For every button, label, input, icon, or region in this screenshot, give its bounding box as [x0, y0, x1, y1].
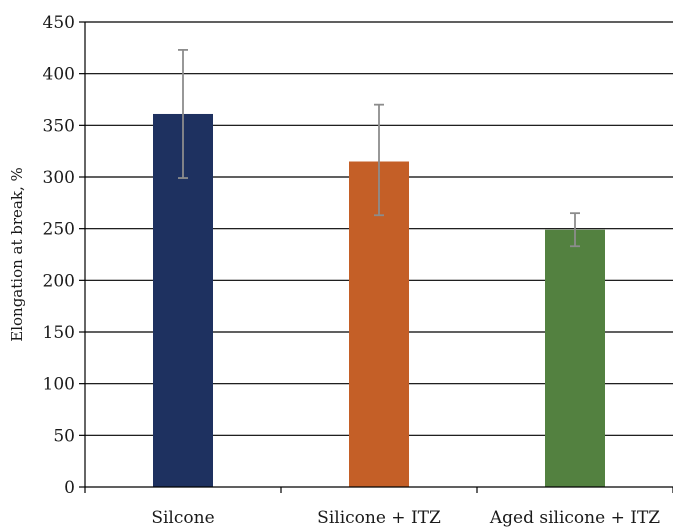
- y-tick-label: 0: [64, 478, 75, 498]
- y-tick-label: 350: [43, 116, 75, 136]
- y-tick-label: 50: [53, 426, 75, 446]
- y-tick-label: 300: [43, 168, 75, 188]
- y-axis-title: Elongation at break, %: [8, 167, 26, 341]
- axes: [79, 21, 673, 493]
- y-tick-label: 200: [43, 271, 75, 291]
- y-tick-label: 150: [43, 323, 75, 343]
- x-tick-labels: Silcone Silicone + ITZ Aged silicone + ITZ: [151, 508, 660, 528]
- y-tick-label: 450: [43, 13, 75, 33]
- y-tick-labels: 0 50 100 150 200 250 300 350 400 450: [43, 13, 75, 498]
- y-tick-label: 400: [43, 65, 75, 85]
- x-tick-label: Silcone: [151, 508, 214, 528]
- x-tick-label: Aged silicone + ITZ: [489, 508, 660, 528]
- x-tick-label: Silicone + ITZ: [317, 508, 441, 528]
- error-bars: [178, 49, 580, 248]
- y-tick-label: 100: [43, 375, 75, 395]
- bar: [545, 229, 605, 487]
- y-tick-label: 250: [43, 220, 75, 240]
